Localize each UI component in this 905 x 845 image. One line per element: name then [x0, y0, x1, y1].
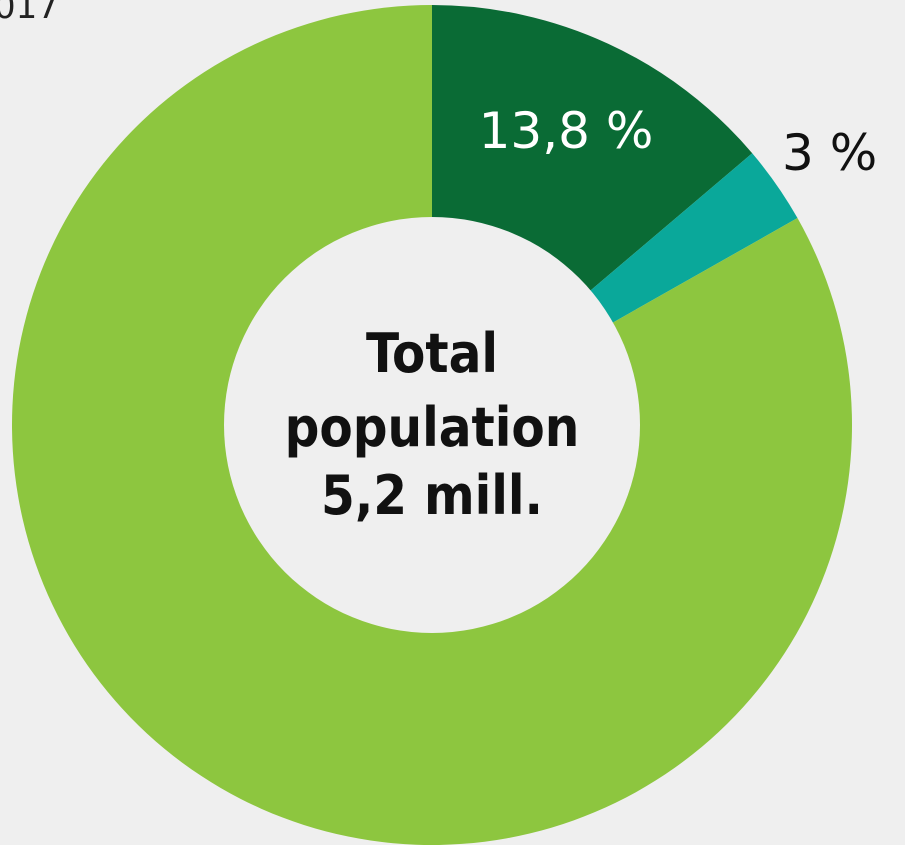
slice-label-2: 3 %: [782, 124, 877, 182]
slice-labels-group: 13,8 % 3 %: [479, 102, 878, 182]
header-partial-year: 017: [0, 0, 59, 27]
donut-center-hole: [224, 217, 640, 633]
center-label-line-3: 5,2 mill.: [321, 464, 543, 527]
center-label-line-1: Total: [366, 322, 498, 385]
center-label-line-2: population: [285, 396, 580, 459]
slice-label-1: 13,8 %: [479, 102, 654, 160]
